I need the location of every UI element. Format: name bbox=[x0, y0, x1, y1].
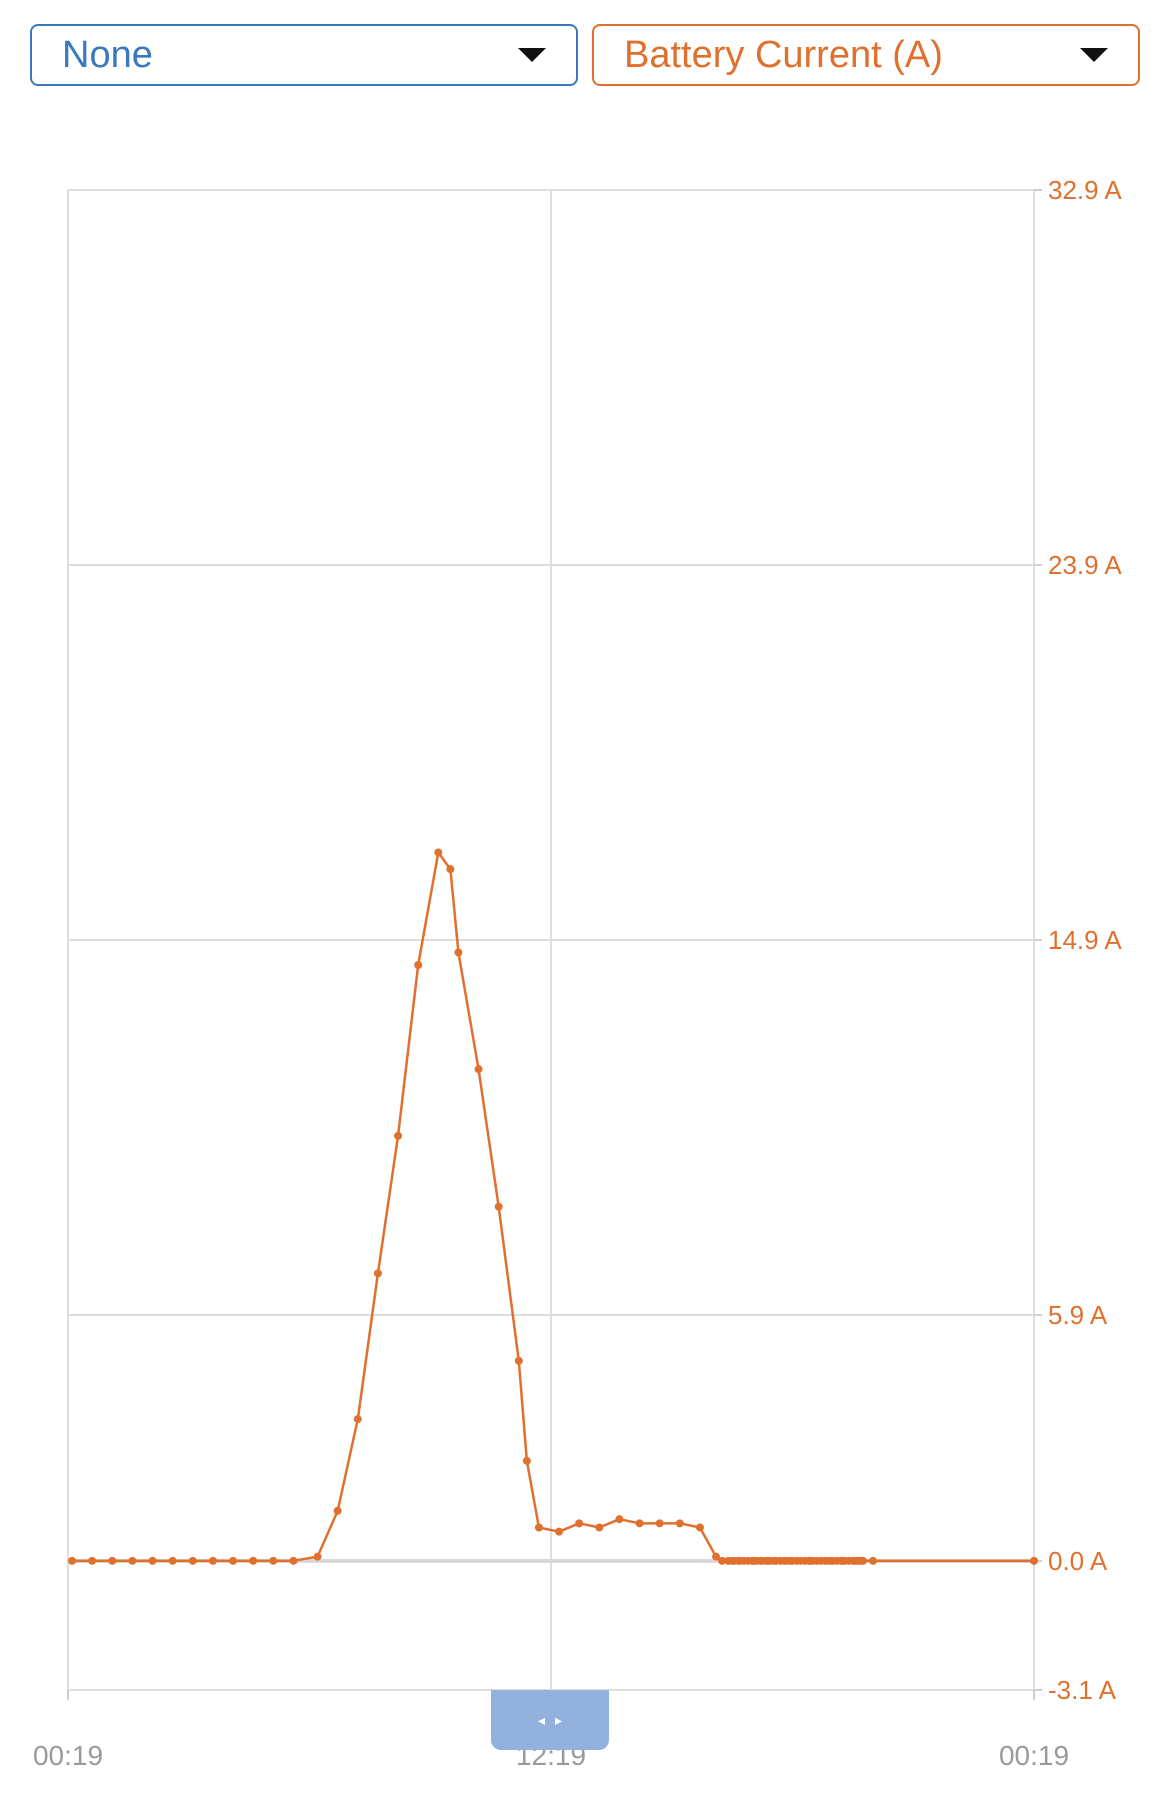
data-point bbox=[188, 1556, 197, 1565]
data-point bbox=[373, 1269, 382, 1278]
y-tick-label: 23.9 A bbox=[1048, 550, 1122, 580]
y-tick-label: -3.1 A bbox=[1048, 1675, 1117, 1705]
data-point bbox=[675, 1519, 684, 1528]
data-point bbox=[494, 1202, 503, 1211]
data-point bbox=[454, 948, 463, 957]
data-point bbox=[313, 1552, 322, 1561]
data-point bbox=[635, 1519, 644, 1528]
data-point bbox=[289, 1556, 298, 1565]
data-point bbox=[522, 1456, 531, 1465]
data-point bbox=[869, 1556, 877, 1565]
y-tick-label: 0.0 A bbox=[1048, 1546, 1108, 1576]
data-point bbox=[575, 1519, 584, 1528]
chevron-right-icon: ▸ bbox=[555, 1711, 563, 1728]
data-point bbox=[68, 1556, 77, 1565]
chevron-down-icon bbox=[1080, 48, 1108, 62]
data-point bbox=[88, 1556, 97, 1565]
data-point bbox=[249, 1556, 258, 1565]
data-point bbox=[128, 1556, 137, 1565]
left-series-dropdown[interactable]: None bbox=[30, 24, 578, 86]
data-point bbox=[446, 865, 455, 874]
right-series-dropdown[interactable]: Battery Current (A) bbox=[592, 24, 1140, 86]
chevron-left-icon: ◂ bbox=[537, 1711, 545, 1728]
data-point bbox=[269, 1556, 278, 1565]
y-tick-label: 5.9 A bbox=[1048, 1300, 1108, 1330]
y-tick-label: 32.9 A bbox=[1048, 175, 1122, 205]
data-point bbox=[534, 1523, 543, 1532]
series-line-0 bbox=[72, 851, 1034, 1563]
x-tick-label: 00:19 bbox=[999, 1740, 1069, 1771]
data-point bbox=[353, 1415, 362, 1424]
data-point bbox=[474, 1065, 483, 1074]
x-tick-label: 00:19 bbox=[33, 1740, 103, 1771]
data-point bbox=[414, 961, 423, 969]
data-point bbox=[434, 848, 443, 857]
data-point bbox=[333, 1506, 342, 1515]
data-point bbox=[555, 1527, 564, 1536]
data-point bbox=[108, 1556, 117, 1565]
data-point bbox=[615, 1515, 624, 1524]
left-series-value: None bbox=[62, 33, 153, 76]
data-point bbox=[168, 1556, 177, 1565]
data-point bbox=[229, 1556, 238, 1565]
data-point bbox=[394, 1131, 403, 1140]
chevron-down-icon bbox=[518, 48, 546, 62]
data-point bbox=[695, 1523, 704, 1532]
data-point bbox=[718, 1556, 727, 1565]
data-point bbox=[208, 1556, 217, 1565]
data-point bbox=[595, 1523, 604, 1532]
right-series-value: Battery Current (A) bbox=[624, 33, 943, 76]
data-point bbox=[1030, 1556, 1038, 1565]
data-point bbox=[655, 1519, 664, 1528]
y-tick-label: 14.9 A bbox=[1048, 925, 1122, 955]
data-point bbox=[514, 1356, 523, 1365]
data-point bbox=[858, 1556, 867, 1565]
data-point bbox=[712, 1552, 721, 1561]
time-range-scrubber[interactable]: ◂ ▸ bbox=[491, 1690, 609, 1750]
data-point bbox=[148, 1556, 157, 1565]
